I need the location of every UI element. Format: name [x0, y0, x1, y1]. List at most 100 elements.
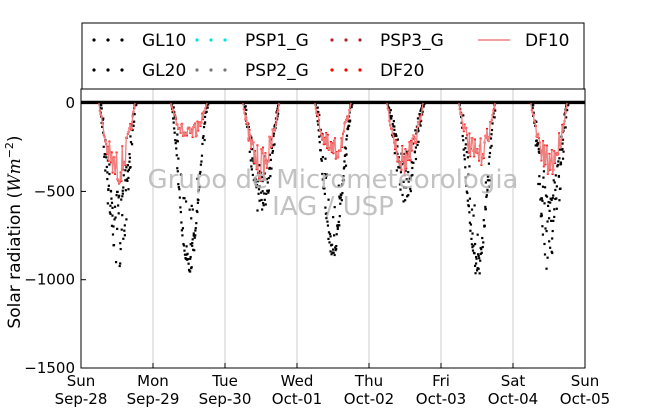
global-point [399, 171, 403, 174]
global-point [113, 218, 116, 221]
global-point [464, 147, 467, 150]
global-point [103, 155, 106, 158]
legend-label: GL10 [142, 31, 186, 51]
global-point [539, 198, 542, 201]
legend-dot-marker [330, 68, 334, 72]
watermark-line-2: IAG / USP [272, 192, 394, 222]
global-point [485, 195, 488, 199]
global-point [469, 223, 473, 226]
global-point [547, 200, 550, 204]
global-point [402, 200, 405, 203]
global-point [484, 205, 487, 209]
global-point [133, 120, 136, 123]
global-point [188, 268, 191, 272]
global-point [552, 194, 555, 197]
global-point [108, 211, 111, 214]
global-point [548, 240, 551, 243]
global-point [545, 195, 549, 198]
legend-dot-marker [330, 38, 334, 42]
global-point [316, 120, 319, 123]
global-point [261, 190, 264, 193]
global-point [256, 180, 260, 183]
global-point [176, 170, 179, 173]
global-point [203, 122, 206, 125]
global-point [317, 123, 320, 126]
global-point [174, 139, 177, 142]
global-point [321, 178, 324, 181]
global-point [193, 249, 196, 252]
series-diffuse-line [458, 103, 496, 165]
global-point [401, 193, 404, 197]
global-point [114, 216, 117, 219]
global-point [481, 245, 484, 249]
global-point [342, 167, 345, 170]
legend-dot-marker [120, 68, 124, 72]
x-grid-lines [152, 89, 514, 368]
x-tick-label-date: Oct-05 [560, 390, 610, 408]
legend-dot-marker [209, 38, 213, 42]
global-point [260, 198, 263, 202]
global-point [263, 198, 266, 201]
global-point [206, 106, 209, 109]
global-point [345, 138, 348, 141]
global-point [465, 137, 468, 140]
x-tick-label-day: Sat [501, 372, 526, 390]
global-point [195, 222, 198, 225]
global-point [338, 215, 341, 218]
global-point [194, 234, 197, 237]
global-point [247, 125, 250, 129]
global-point [178, 196, 181, 199]
global-point [549, 197, 552, 200]
global-point [245, 108, 248, 112]
global-point [333, 234, 336, 237]
global-point [541, 233, 545, 236]
day-trace-2014-09-30 [242, 102, 281, 212]
global-point [487, 185, 491, 188]
global-point [552, 179, 555, 182]
global-point [417, 140, 420, 143]
global-point [341, 179, 344, 182]
global-point [129, 141, 133, 144]
global-point [172, 106, 175, 109]
global-point [110, 197, 113, 200]
global-point [271, 151, 274, 154]
global-point [553, 208, 556, 211]
global-point [116, 227, 119, 230]
global-point [180, 221, 183, 224]
global-point [125, 218, 128, 221]
global-point [542, 176, 545, 179]
global-point [466, 199, 469, 202]
series-diffuse-line [170, 102, 208, 139]
global-point [468, 197, 472, 200]
global-point [337, 184, 340, 187]
global-point [558, 199, 561, 202]
global-point [183, 249, 186, 252]
legend-dot-marker [92, 38, 96, 42]
global-point [126, 170, 130, 173]
global-point [395, 134, 398, 138]
global-point [532, 111, 535, 114]
global-point [127, 176, 130, 180]
global-point [316, 106, 319, 109]
global-point [486, 190, 489, 193]
global-point [333, 253, 336, 257]
global-point [349, 119, 352, 122]
global-point [191, 242, 194, 245]
global-point [536, 144, 539, 147]
y-tick-label: −1000 [24, 271, 75, 289]
global-point [175, 147, 178, 150]
global-point [538, 182, 541, 186]
global-point [469, 229, 472, 232]
global-point [487, 162, 491, 165]
global-point [481, 236, 484, 240]
global-point [494, 109, 497, 112]
global-point [188, 208, 191, 211]
global-point [199, 170, 202, 174]
global-point [546, 256, 549, 259]
global-point [276, 115, 279, 118]
global-point [204, 121, 207, 124]
global-point [176, 133, 179, 136]
global-point [186, 257, 190, 261]
global-point [479, 252, 482, 256]
global-point [474, 262, 478, 265]
